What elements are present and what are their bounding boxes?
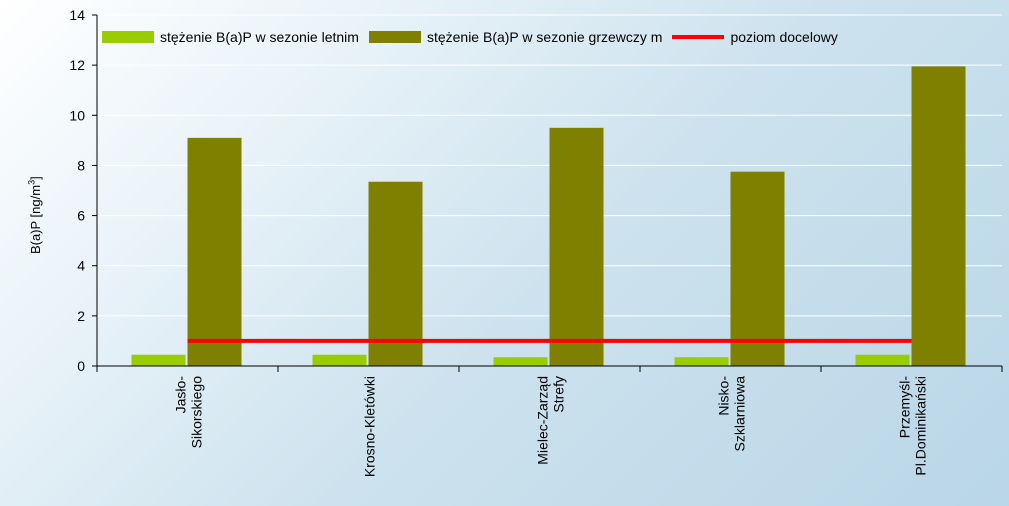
legend-swatch-winter xyxy=(368,31,421,43)
bar-winter xyxy=(368,181,423,366)
x-tick-label-line: Pl.Dominikański xyxy=(913,376,929,476)
x-tick-label-line: Strefy xyxy=(551,376,567,413)
y-tick-label: 4 xyxy=(77,258,85,274)
x-tick-label-line: Sikorskiego xyxy=(189,376,205,449)
bar-summer xyxy=(674,357,729,366)
y-axis-title-sup: 3 xyxy=(26,179,37,185)
legend-label-winter: stężenie B(a)P w sezonie grzewczy m xyxy=(426,29,663,45)
bar-summer xyxy=(312,354,367,366)
y-tick-label: 8 xyxy=(77,157,85,173)
x-tick-label-line: Szklarniowa xyxy=(732,376,748,452)
bar-winter xyxy=(730,171,785,366)
x-tick-label-line: Jasło- xyxy=(173,376,189,414)
x-tick-label-line: Krosno-Kletówki xyxy=(362,376,378,477)
legend-label-summer: stężenie B(a)P w sezonie letnim xyxy=(160,29,359,45)
bar-summer xyxy=(855,354,910,366)
legend-swatch-target xyxy=(672,35,725,39)
x-tick-label-line: Przemyśl- xyxy=(897,376,913,439)
x-tick-label: Nisko-Szklarniowa xyxy=(716,376,748,452)
bar-winter xyxy=(549,127,604,366)
legend: stężenie B(a)P w sezonie letnim stężenie… xyxy=(102,26,838,48)
legend-label-target: poziom docelowy xyxy=(730,29,838,45)
y-tick-label: 6 xyxy=(77,208,85,224)
bar-summer xyxy=(493,357,548,366)
legend-item-winter: stężenie B(a)P w sezonie grzewczy m xyxy=(368,29,663,45)
x-tick-label: Krosno-Kletówki xyxy=(362,376,378,477)
y-axis-title-wrap: B(a)P [ng/m3] xyxy=(10,165,60,265)
x-tick-label: Jasło-Sikorskiego xyxy=(173,376,205,449)
legend-swatch-summer xyxy=(102,31,154,43)
bar-winter xyxy=(911,66,966,367)
y-tick-label: 12 xyxy=(69,57,85,73)
y-tick-label: 2 xyxy=(77,308,85,324)
x-tick-label: Przemyśl-Pl.Dominikański xyxy=(897,376,929,476)
bar-winter xyxy=(187,137,242,366)
legend-item-target: poziom docelowy xyxy=(672,29,838,45)
y-tick-label: 0 xyxy=(77,358,85,374)
y-tick-label: 14 xyxy=(69,7,85,23)
y-axis-title-text: B(a)P [ng/m xyxy=(28,184,44,254)
y-axis-title: B(a)P [ng/m3] xyxy=(27,176,43,254)
y-tick-label: 10 xyxy=(69,107,85,123)
legend-item-summer: stężenie B(a)P w sezonie letnim xyxy=(102,29,359,45)
x-tick-label-line: Mielec-Zarząd xyxy=(535,376,551,465)
x-tick-label-line: Nisko- xyxy=(716,376,732,416)
y-axis-title-close: ] xyxy=(28,176,44,180)
x-tick-label: Mielec-ZarządStrefy xyxy=(535,376,567,465)
bar-summer xyxy=(131,354,186,366)
